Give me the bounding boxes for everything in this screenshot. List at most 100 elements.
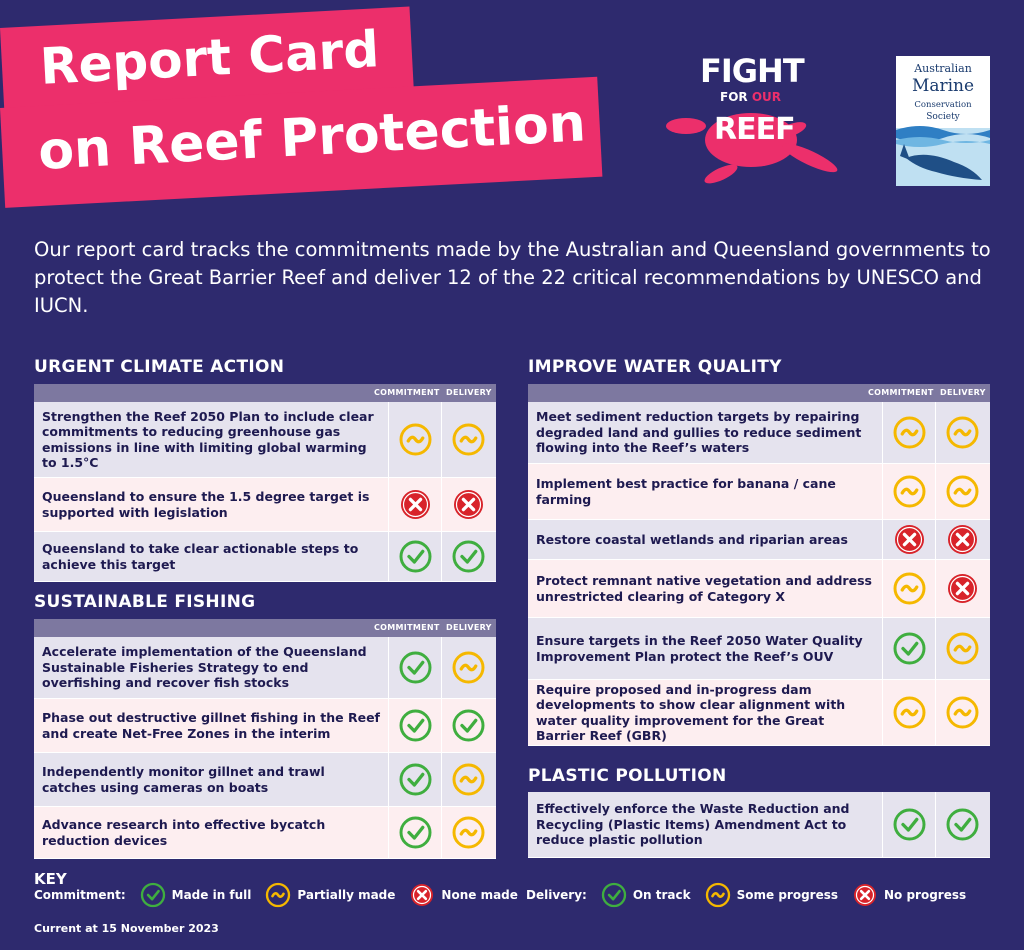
- commitment-cell: [388, 807, 441, 858]
- key-delivery: Delivery: On track Some progress No prog…: [526, 882, 966, 908]
- delivery-cell: [935, 520, 988, 559]
- delivery-header: DELIVERY: [940, 388, 986, 397]
- table-row: Queensland to ensure the 1.5 degree targ…: [34, 478, 496, 532]
- key-some-progress-label: Some progress: [736, 888, 838, 902]
- delivery-cell: [935, 680, 988, 745]
- key-title: KEY: [34, 870, 67, 888]
- tilde-circle-icon: [452, 763, 485, 796]
- key-no-progress: No progress: [852, 882, 966, 908]
- key-no-progress-label: No progress: [884, 888, 967, 902]
- tilde-circle-icon: [946, 696, 979, 729]
- table-row: Advance research into effective bycatch …: [34, 807, 496, 859]
- section-title-plastic: PLASTIC POLLUTION: [528, 766, 727, 786]
- key-commitment: Commitment: Made in full Partially made …: [34, 882, 518, 908]
- delivery-cell: [441, 637, 494, 698]
- tilde-circle-icon: [946, 632, 979, 665]
- fishing-card: COMMITMENT DELIVERY Accelerate implement…: [34, 619, 496, 859]
- commitment-cell: [388, 478, 441, 531]
- table-header: COMMITMENT DELIVERY: [528, 384, 990, 402]
- check-circle-icon: [452, 540, 485, 573]
- commitment-header: COMMITMENT: [374, 388, 440, 397]
- table-row: Phase out destructive gillnet fishing in…: [34, 699, 496, 753]
- key-commitment-label: Commitment:: [34, 888, 126, 902]
- check-circle-icon: [452, 709, 485, 742]
- recommendation-text: Require proposed and in-progress dam dev…: [536, 681, 846, 744]
- key-partial-label: Partially made: [297, 888, 396, 902]
- amcs-line2: Marine: [911, 76, 975, 96]
- key-none: None made: [409, 882, 518, 908]
- commitment-cell: [882, 680, 935, 745]
- tilde-circle-icon: [452, 816, 485, 849]
- recommendation-text: Restore coastal wetlands and riparian ar…: [536, 531, 848, 547]
- fight-text: FIGHT: [700, 52, 805, 90]
- section-title-climate: URGENT CLIMATE ACTION: [34, 357, 285, 377]
- commitment-cell: [388, 532, 441, 581]
- title-line1: Report Card: [38, 20, 381, 96]
- check-circle-icon: [399, 816, 432, 849]
- tilde-circle-icon: [946, 475, 979, 508]
- commitment-cell: [882, 464, 935, 519]
- commitment-cell: [388, 699, 441, 752]
- table-header: COMMITMENT DELIVERY: [34, 384, 496, 402]
- commitment-cell: [388, 637, 441, 698]
- delivery-header: DELIVERY: [446, 388, 492, 397]
- cross-circle-icon: [946, 523, 979, 556]
- table-row: Independently monitor gillnet and trawl …: [34, 753, 496, 807]
- table-row: Effectively enforce the Waste Reduction …: [528, 792, 990, 858]
- recommendation-text: Accelerate implementation of the Queensl…: [42, 644, 367, 691]
- key-on-track: On track: [601, 882, 691, 908]
- delivery-cell: [441, 753, 494, 806]
- delivery-cell: [441, 402, 494, 477]
- delivery-cell: [935, 560, 988, 617]
- delivery-cell: [935, 402, 988, 463]
- key-none-label: None made: [441, 888, 518, 902]
- current-date: Current at 15 November 2023: [34, 922, 219, 935]
- delivery-cell: [935, 792, 988, 857]
- whale-icon: [896, 126, 990, 186]
- check-circle-icon: [893, 808, 926, 841]
- cross-circle-icon: [452, 488, 485, 521]
- commitment-cell: [882, 792, 935, 857]
- tilde-icon: [705, 882, 731, 908]
- recommendation-text: Ensure targets in the Reef 2050 Water Qu…: [536, 633, 863, 664]
- key-delivery-label: Delivery:: [526, 888, 587, 902]
- table-row: Implement best practice for banana / can…: [528, 464, 990, 520]
- check-circle-icon: [893, 632, 926, 665]
- recommendation-text: Independently monitor gillnet and trawl …: [42, 764, 325, 795]
- key-some-progress: Some progress: [705, 882, 838, 908]
- commitment-header: COMMITMENT: [374, 623, 440, 632]
- title-line2: on Reef Protection: [36, 93, 588, 183]
- table-row: Ensure targets in the Reef 2050 Water Qu…: [528, 618, 990, 680]
- check-circle-icon: [399, 540, 432, 573]
- amcs-line3: Conservation: [914, 100, 972, 110]
- section-title-fishing: SUSTAINABLE FISHING: [34, 592, 256, 612]
- delivery-cell: [935, 464, 988, 519]
- delivery-cell: [441, 478, 494, 531]
- delivery-header: DELIVERY: [446, 623, 492, 632]
- plastic-card: Effectively enforce the Waste Reduction …: [528, 792, 990, 858]
- water-card: COMMITMENT DELIVERY Meet sediment reduct…: [528, 384, 990, 746]
- delivery-cell: [441, 699, 494, 752]
- tilde-circle-icon: [946, 416, 979, 449]
- tilde-icon: [265, 882, 291, 908]
- commitment-cell: [882, 520, 935, 559]
- table-header: COMMITMENT DELIVERY: [34, 619, 496, 637]
- our-text: OUR: [751, 90, 782, 104]
- tilde-circle-icon: [452, 651, 485, 684]
- commitment-cell: [388, 402, 441, 477]
- recommendation-text: Queensland to take clear actionable step…: [42, 541, 359, 572]
- table-row: Meet sediment reduction targets by repai…: [528, 402, 990, 464]
- key-partial: Partially made: [265, 882, 395, 908]
- amcs-line1: Australian: [914, 62, 972, 75]
- for-our-text: FOR OUR: [720, 90, 781, 104]
- recommendation-text: Advance research into effective bycatch …: [42, 817, 326, 848]
- recommendation-text: Queensland to ensure the 1.5 degree targ…: [42, 489, 370, 520]
- amcs-line4: Society: [926, 112, 960, 122]
- delivery-cell: [441, 807, 494, 858]
- table-row: Queensland to take clear actionable step…: [34, 532, 496, 582]
- for-text: FOR: [720, 90, 752, 104]
- recommendation-text: Effectively enforce the Waste Reduction …: [536, 801, 850, 848]
- fight-for-our-reef-logo: FIGHT FOR OUR REEF: [666, 52, 846, 192]
- recommendation-text: Strengthen the Reef 2050 Plan to include…: [42, 408, 374, 471]
- tilde-circle-icon: [893, 416, 926, 449]
